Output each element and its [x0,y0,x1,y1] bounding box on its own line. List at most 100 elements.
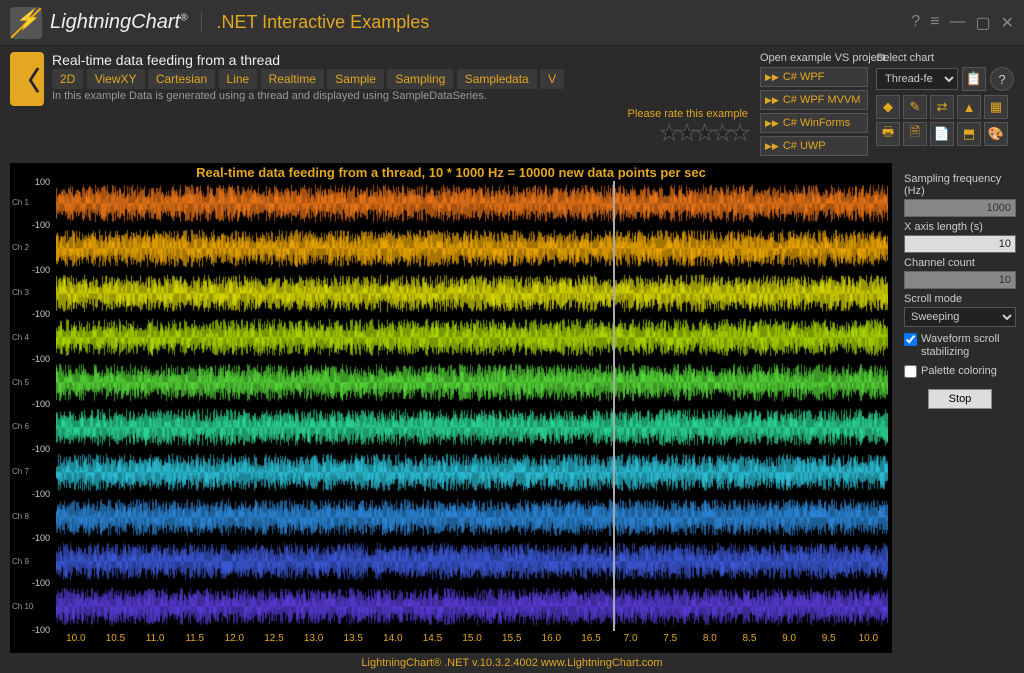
x-tick: 10.0 [56,633,96,649]
xaxis-len-input[interactable] [904,235,1016,253]
x-tick: 8.5 [730,633,770,649]
toolbar-icon-1[interactable]: ✎ [903,95,927,119]
window-controls: ? ≡ — ▢ ✕ [911,13,1014,33]
waveform-channel-1 [56,181,888,226]
xaxis-len-label: X axis length (s) [904,221,1016,233]
maximize-icon[interactable]: ▢ [975,13,990,33]
y-axis: 100Ch 1-100Ch 2-100Ch 3-100Ch 4-100Ch 5-… [10,181,54,631]
toolbar-icon-8[interactable]: ⬒ [957,122,981,146]
tag-v[interactable]: V [540,69,564,89]
help-icon[interactable]: ? [911,13,920,33]
scroll-mode-select[interactable]: Sweeping [904,307,1016,327]
waveform-channel-4 [56,315,888,360]
x-axis: 10.010.511.011.512.012.513.013.514.014.5… [56,633,888,649]
select-chart-dropdown[interactable]: Thread-fe [876,68,958,90]
channel-label-5: Ch 5 [12,378,29,387]
example-title: Real-time data feeding from a thread [52,52,280,68]
channel-count-input[interactable] [904,271,1016,289]
brand-reg: ® [180,12,187,23]
x-tick: 15.5 [492,633,532,649]
back-button[interactable]: 〈 [10,52,44,106]
x-tick: 16.5 [571,633,611,649]
toolbar-icon-5[interactable]: 🖶 [876,122,900,146]
breadcrumb-area: Real-time data feeding from a thread 2D … [52,52,752,146]
channel-label-4: Ch 4 [12,333,29,342]
x-tick: 10.5 [96,633,136,649]
channel-label-1: Ch 1 [12,198,29,207]
channel-label-8: Ch 8 [12,512,29,521]
tag-2d[interactable]: 2D [52,69,83,89]
toolbar-icon-0[interactable]: ◆ [876,95,900,119]
main-area: Real-time data feeding from a thread, 10… [0,163,1024,653]
waveform-channel-5 [56,360,888,405]
vs-project-label: Open example VS project: [760,52,868,64]
waveform-channel-9 [56,539,888,584]
x-tick: 9.5 [809,633,849,649]
toolbar-icon-4[interactable]: ▦ [984,95,1008,119]
waveform-channel-10 [56,584,888,629]
toolbar-icon-6[interactable]: 🗎 [903,122,927,146]
vs-button-c-wpf-mvvm[interactable]: ▶▶ C# WPF MVVM [760,90,868,110]
scroll-mode-label: Scroll mode [904,293,1016,305]
chart-area[interactable]: Real-time data feeding from a thread, 10… [10,163,892,653]
app-subtitle: .NET Interactive Examples [201,12,429,33]
x-tick: 10.0 [849,633,889,649]
palette-label: Palette coloring [921,365,997,378]
tag-line[interactable]: Line [219,69,258,89]
stop-button[interactable]: Stop [928,389,993,409]
x-tick: 13.5 [333,633,373,649]
toolbar-icon-3[interactable]: ▲ [957,95,981,119]
breadcrumb-row: Real-time data feeding from a thread 2D … [52,52,752,86]
example-header: 〈 Real-time data feeding from a thread 2… [0,46,1024,163]
brand-text: LightningChart [50,11,180,33]
rating-stars[interactable]: ★★★★★ [52,120,748,146]
channel-count-label: Channel count [904,257,1016,269]
app-logo-icon [10,7,42,39]
minimize-icon[interactable]: — [949,13,965,33]
waveform-scroll-label: Waveform scroll stabilizing [921,333,1016,359]
x-tick: 7.5 [650,633,690,649]
sampling-freq-input[interactable] [904,199,1016,217]
toolbar-icon-7[interactable]: 📄 [930,122,954,146]
vs-button-c-winforms[interactable]: ▶▶ C# WinForms [760,113,868,133]
waveform-channel-7 [56,450,888,495]
tag-cartesian[interactable]: Cartesian [148,69,215,89]
palette-checkbox[interactable] [904,365,917,378]
channel-label-9: Ch 9 [12,557,29,566]
brand-name: LightningChart® [50,11,187,34]
toolbar-icon-2[interactable]: ⇄ [930,95,954,119]
waveform-channel-2 [56,226,888,271]
title-bar: LightningChart® .NET Interactive Example… [0,0,1024,46]
close-icon[interactable]: ✕ [1001,13,1014,33]
vs-button-c-uwp[interactable]: ▶▶ C# UWP [760,136,868,156]
tag-realtime[interactable]: Realtime [261,69,324,89]
tag-sample[interactable]: Sample [327,69,384,89]
x-tick: 11.5 [175,633,215,649]
x-tick: 15.0 [452,633,492,649]
tag-sampling[interactable]: Sampling [387,69,453,89]
x-tick: 11.0 [135,633,175,649]
channel-label-10: Ch 10 [12,602,33,611]
rate-label: Please rate this example [52,108,748,120]
waveform-scroll-checkbox-row: Waveform scroll stabilizing [904,333,1016,359]
copy-icon[interactable]: 📋 [962,67,986,91]
toolbar-icons: ◆✎⇄▲▦ 🖶🗎📄⬒🎨 [876,95,1014,146]
vs-button-c-wpf[interactable]: ▶▶ C# WPF [760,67,868,87]
tag-sampledata[interactable]: Sampledata [457,69,537,89]
plot-area[interactable] [56,181,888,631]
x-tick: 9.0 [769,633,809,649]
waveform-channel-8 [56,495,888,540]
waveform-channel-6 [56,405,888,450]
select-chart-column: Select chart Thread-fe 📋 ? ◆✎⇄▲▦🖶🗎📄⬒🎨 [876,52,1014,146]
toolbar-icon-9[interactable]: 🎨 [984,122,1008,146]
x-tick: 12.0 [215,633,255,649]
waveform-scroll-checkbox[interactable] [904,333,917,346]
chart-title: Real-time data feeding from a thread, 10… [10,165,892,180]
channel-label-3: Ch 3 [12,288,29,297]
waveform-channel-3 [56,271,888,316]
menu-icon[interactable]: ≡ [930,13,939,33]
tag-viewxy[interactable]: ViewXY [87,69,145,89]
x-tick: 14.0 [373,633,413,649]
channel-label-2: Ch 2 [12,243,29,252]
help-round-icon[interactable]: ? [990,67,1014,91]
